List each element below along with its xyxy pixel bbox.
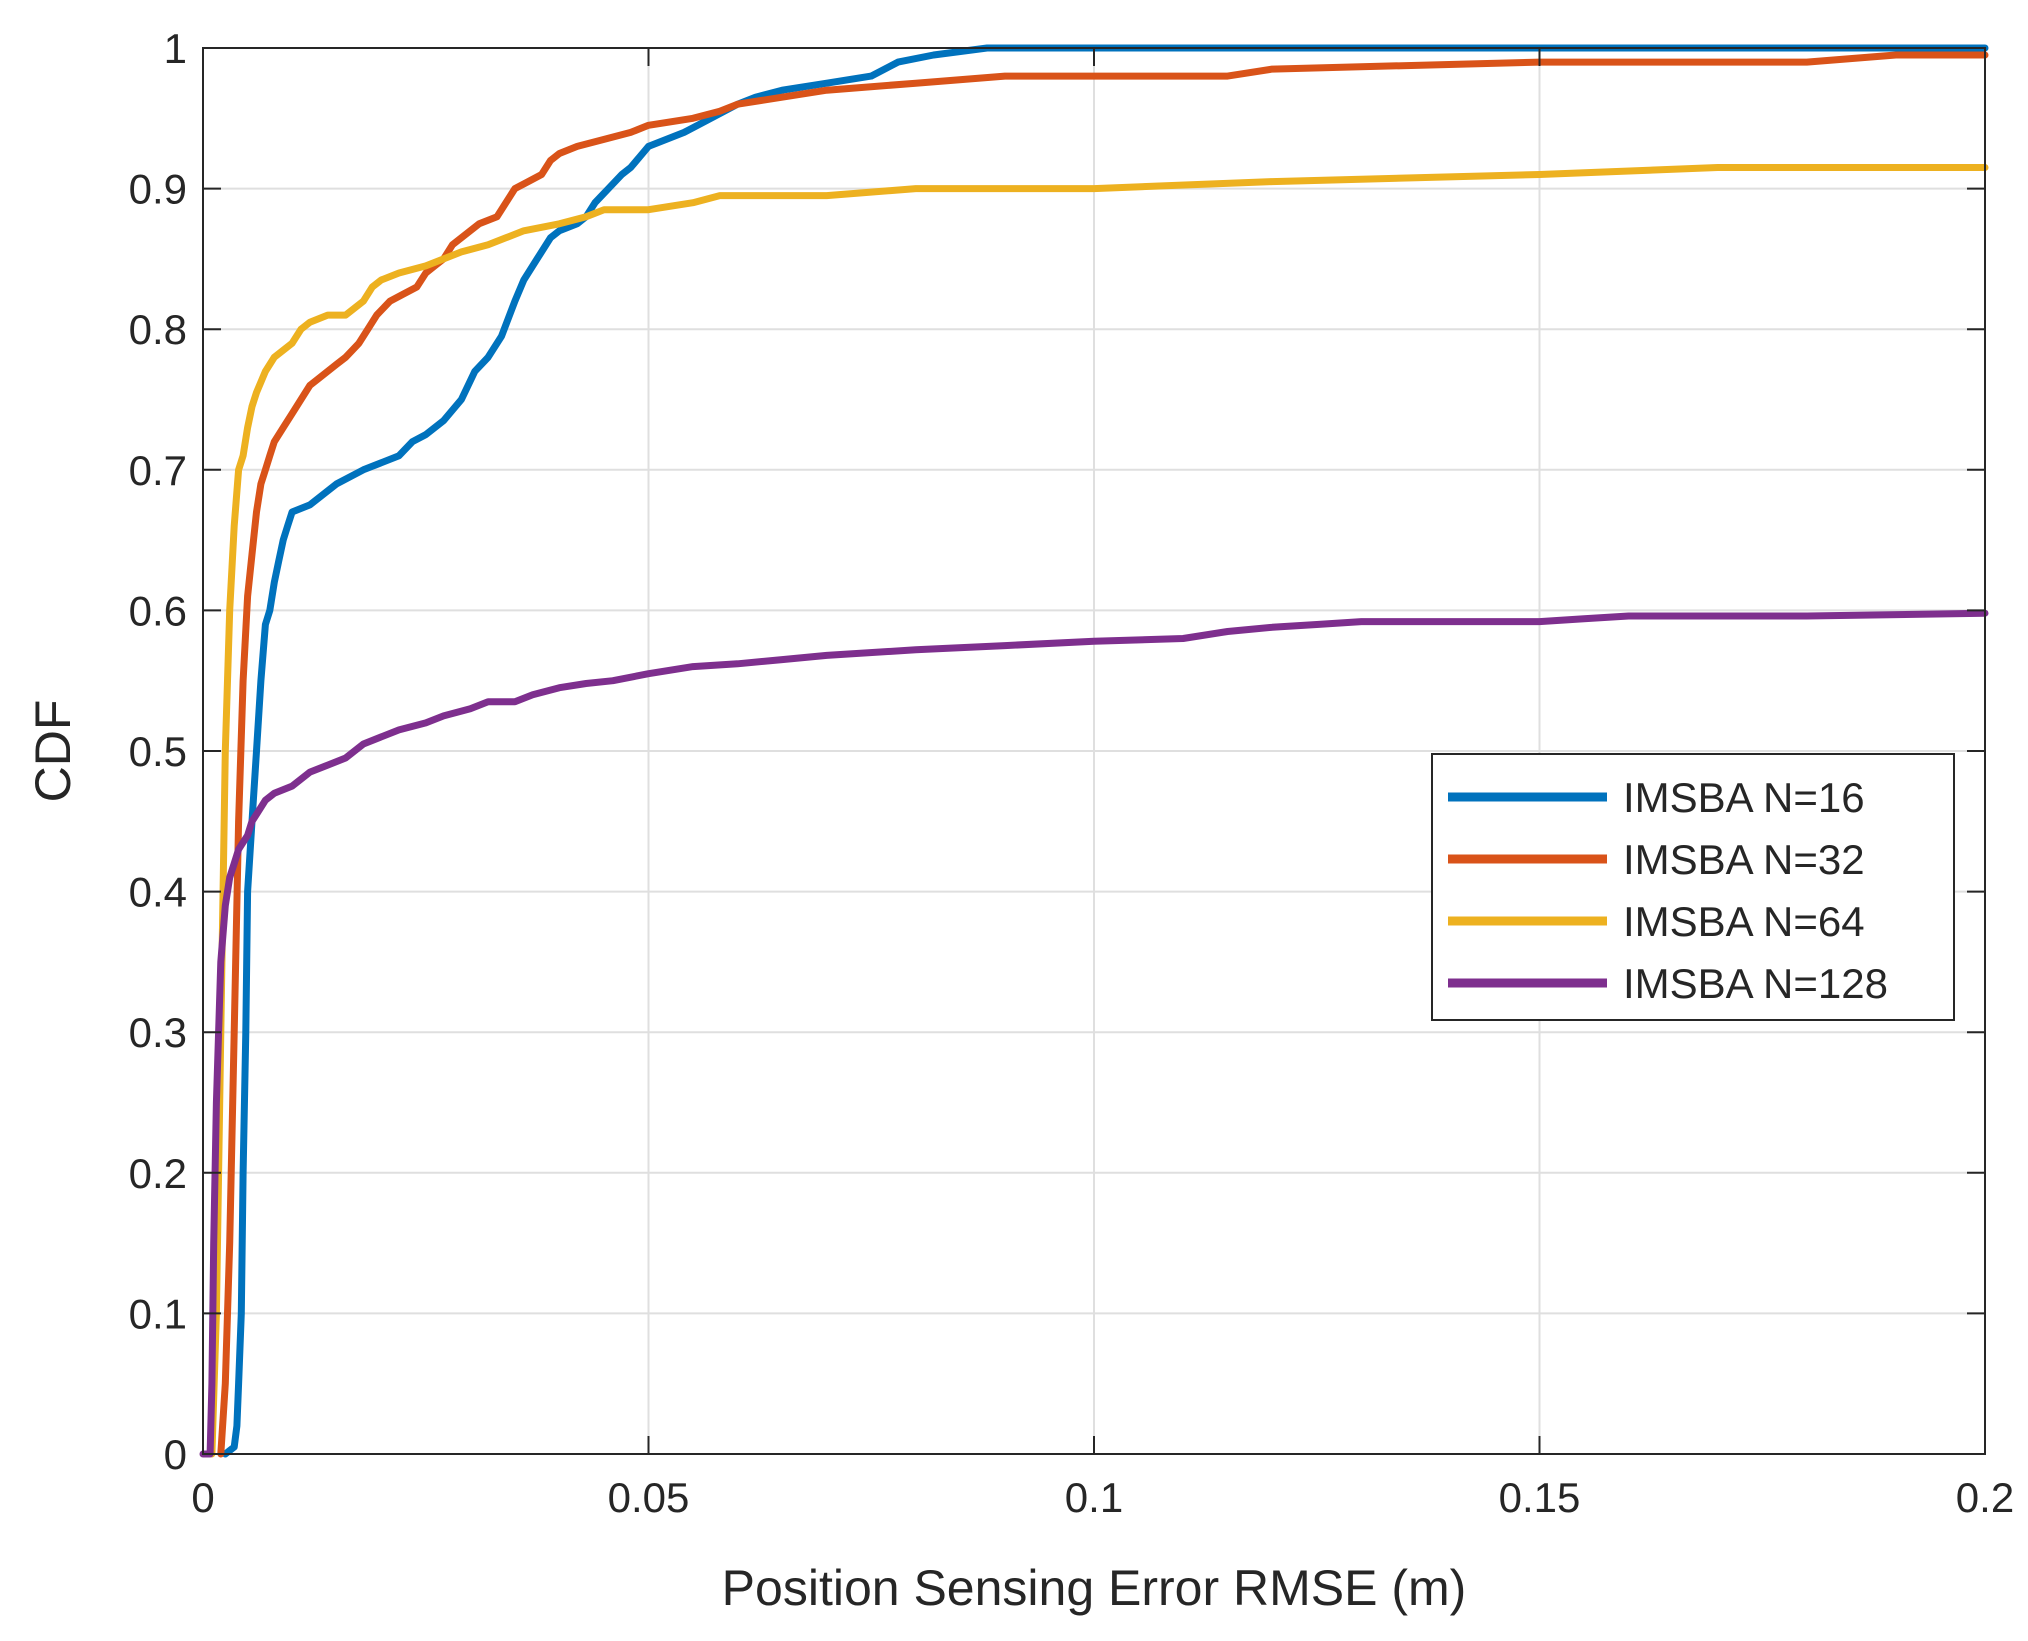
y-tick-label: 0.4 [129,869,187,916]
x-tick-label: 0.1 [1065,1474,1123,1521]
legend-label-imsba-n-64: IMSBA N=64 [1623,898,1865,945]
x-tick-label: 0.15 [1499,1474,1581,1521]
y-tick-label: 0.2 [129,1150,187,1197]
series-line-imsba-n-32 [217,51,1989,1458]
legend-label-imsba-n-128: IMSBA N=128 [1623,960,1888,1007]
axis-ticks [202,47,1986,1455]
y-tick-label: 0.7 [129,447,187,494]
y-axis-label: CDF [25,700,81,803]
y-tick-label: 1 [164,25,187,72]
series-line-imsba-n-64 [208,164,1989,1458]
legend-entries: IMSBA N=16 IMSBA N=32 IMSBA N=64 IMSBA N=12… [1448,774,1888,1007]
y-tick-label: 0.3 [129,1009,187,1056]
tick-labels: 0 0.05 0.1 0.15 0.2 0 0.1 0.2 0.3 0.4 0.5 0.6 0.7 0.8… [129,25,2015,1521]
legend-label-imsba-n-32: IMSBA N=32 [1623,836,1865,883]
series-line-imsba-n-128 [199,609,1989,1458]
legend-label-imsba-n-16: IMSBA N=16 [1623,774,1865,821]
legend: IMSBA N=16 IMSBA N=32 IMSBA N=64 IMSBA N=12… [1431,753,1955,1021]
y-tick-label: 0.8 [129,306,187,353]
series-lines [199,44,1989,1458]
y-tick-label: 0 [164,1431,187,1478]
y-tick-label: 0.6 [129,587,187,634]
x-tick-label: 0 [191,1474,214,1521]
y-tick-label: 0.5 [129,728,187,775]
y-tick-label: 0.1 [129,1290,187,1337]
x-tick-label: 0.05 [608,1474,690,1521]
x-tick-label: 0.2 [1956,1474,2014,1521]
y-tick-label: 0.9 [129,166,187,213]
x-axis-label: Position Sensing Error RMSE (m) [722,1560,1467,1616]
